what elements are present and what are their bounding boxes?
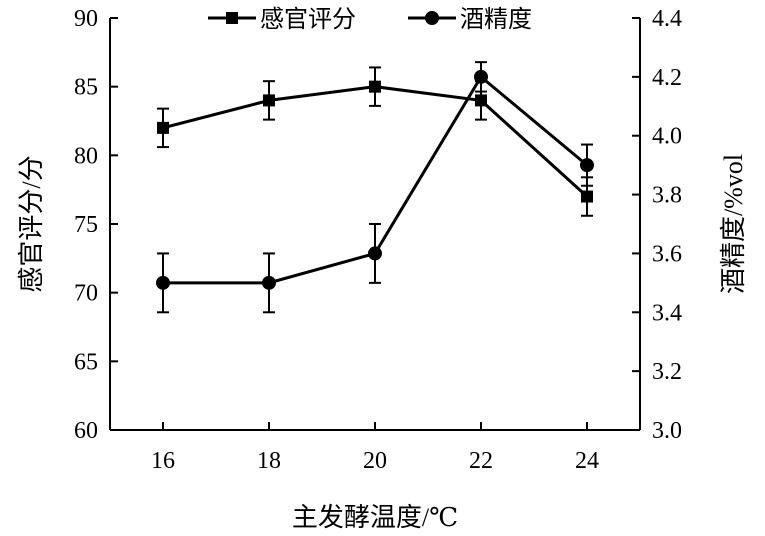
left-y-tick-label: 70: [74, 281, 98, 307]
data-point-alcohol: [474, 69, 488, 84]
left-y-tick-label: 65: [74, 349, 98, 375]
right-y-tick-label: 3.4: [652, 300, 682, 326]
data-point-alcohol: [262, 275, 276, 290]
right-y-tick-label: 3.6: [652, 241, 682, 267]
legend-label-alcohol: 酒精度: [460, 6, 532, 33]
left-y-axis-title: 感官评分/分: [17, 155, 46, 292]
data-point-alcohol: [580, 158, 594, 173]
left-y-tick-label: 90: [74, 6, 98, 32]
x-tick-label: 18: [257, 448, 281, 474]
right-y-tick-label: 4.4: [652, 6, 682, 32]
right-y-axis-title: 酒精度/%vol: [719, 154, 748, 294]
right-y-tick-label: 4.0: [652, 124, 682, 150]
x-tick-label: 22: [469, 448, 493, 474]
legend-label-sensory: 感官评分: [260, 6, 356, 33]
x-tick-label: 16: [151, 448, 175, 474]
data-point-sensory: [263, 94, 275, 107]
right-y-tick-label: 3.0: [652, 418, 682, 444]
right-y-tick-label: 3.8: [652, 183, 682, 209]
x-tick-label: 24: [575, 448, 599, 474]
right-y-tick-label: 4.2: [652, 65, 682, 91]
left-y-tick-label: 60: [74, 418, 98, 444]
data-point-alcohol: [368, 246, 382, 261]
data-point-sensory: [157, 121, 169, 134]
legend-marker-alcohol: [425, 11, 439, 25]
x-tick-label: 20: [363, 448, 387, 474]
data-point-sensory: [369, 80, 381, 93]
legend-marker-sensory: [226, 12, 238, 24]
data-point-sensory: [475, 94, 487, 107]
left-y-tick-label: 80: [74, 143, 98, 169]
legend: 感官评分 酒精度: [208, 6, 532, 33]
axis-ticks: 16 18 20 22 24 60 65 70 75 80 85 90 3.0 3.2 3.4 3.6 3.8 4…: [74, 6, 682, 474]
right-y-tick-label: 3.2: [652, 359, 682, 385]
left-y-tick-label: 75: [74, 212, 98, 238]
x-axis-title: 主发酵温度/℃: [292, 503, 458, 532]
data-point-sensory: [581, 190, 593, 203]
data-point-alcohol: [156, 275, 170, 290]
series-layer: [156, 61, 594, 314]
left-y-tick-label: 85: [74, 75, 98, 101]
